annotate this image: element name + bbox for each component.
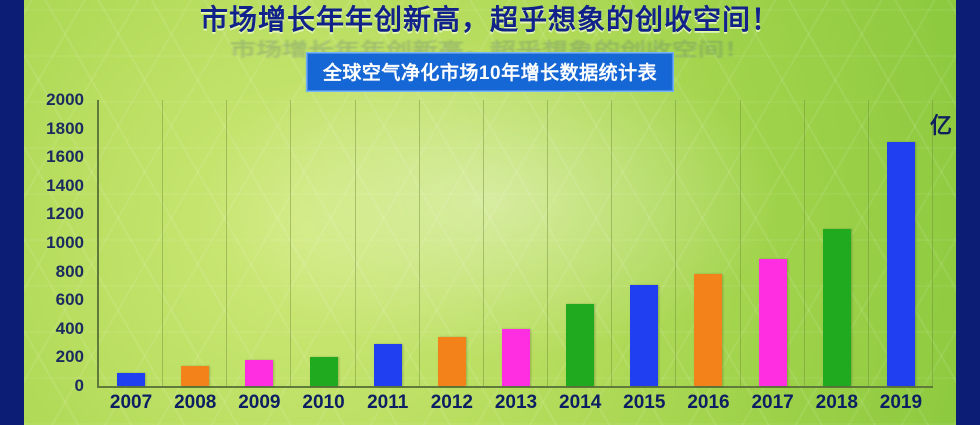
gridline-vertical xyxy=(932,100,933,386)
x-tick-label: 2018 xyxy=(815,392,858,413)
bar-2019 xyxy=(886,142,915,386)
y-axis-tick-labels: 2000 1800 1600 1400 1200 1000 800 600 400 200 0 xyxy=(0,90,92,395)
right-frame-bar xyxy=(956,0,980,425)
bar-2012 xyxy=(437,336,466,386)
bar-2010 xyxy=(309,356,338,386)
bar-2011 xyxy=(373,343,402,386)
bar-series xyxy=(99,100,933,386)
gridline-vertical xyxy=(354,100,356,386)
bar-column xyxy=(548,303,612,386)
x-tick-label: 2010 xyxy=(302,392,345,413)
x-tick-label: 2015 xyxy=(623,392,666,413)
bar-column xyxy=(741,258,805,386)
y-tick-label: 1800 xyxy=(46,118,84,138)
y-tick-label: 1200 xyxy=(46,204,84,224)
gridline-vertical xyxy=(418,100,420,386)
y-axis-unit-label: 亿 xyxy=(929,113,952,138)
x-tick-label: 2009 xyxy=(238,392,281,413)
y-tick-label: 200 xyxy=(55,347,84,367)
headline: 市场增长年年创新高，超乎想象的创收空间！ xyxy=(199,4,780,35)
bar-column xyxy=(291,356,355,386)
bar-2016 xyxy=(694,274,723,386)
gridline-vertical xyxy=(290,100,292,386)
gridline-vertical xyxy=(226,100,228,386)
y-tick-label: 800 xyxy=(55,261,84,281)
y-tick-label: 1000 xyxy=(46,233,84,252)
bar-2008 xyxy=(181,365,210,386)
bar-column xyxy=(805,228,869,386)
bar-2013 xyxy=(501,328,530,386)
bar-column xyxy=(484,328,548,386)
gridline-vertical xyxy=(803,100,805,386)
x-tick-label: 2008 xyxy=(174,392,217,413)
x-tick-label: 2019 xyxy=(879,392,923,413)
bar-2009 xyxy=(245,359,274,386)
gridline-vertical xyxy=(162,100,164,386)
y-tick-label: 600 xyxy=(55,290,84,310)
gridline-vertical xyxy=(611,100,613,386)
gridline-vertical xyxy=(482,100,484,386)
bar-column xyxy=(869,142,933,386)
y-tick-label: 1400 xyxy=(46,175,84,195)
x-tick-label: 2013 xyxy=(494,392,538,413)
plot-area xyxy=(97,100,933,388)
gridline-vertical xyxy=(675,100,677,386)
y-tick-label: 0 xyxy=(74,376,84,395)
x-tick-label: 2016 xyxy=(687,392,730,413)
gridline-vertical xyxy=(867,100,869,386)
x-tick-label: 2007 xyxy=(109,392,153,413)
x-tick-label: 2012 xyxy=(430,392,473,413)
x-tick-label: 2011 xyxy=(367,392,409,413)
x-tick-label: 2014 xyxy=(559,392,602,413)
bar-column xyxy=(676,274,740,386)
bar-2017 xyxy=(758,258,787,386)
bar-2015 xyxy=(630,285,659,386)
subtitle-ribbon: 全球空气净化市场10年增长数据统计表 xyxy=(305,52,675,92)
bar-column xyxy=(227,359,291,386)
bar-2007 xyxy=(117,373,146,386)
bar-column xyxy=(99,373,163,386)
bar-column xyxy=(356,343,420,386)
gridline-vertical xyxy=(739,100,741,386)
y-tick-label: 2000 xyxy=(46,90,84,109)
y-tick-label: 1600 xyxy=(46,147,84,167)
bar-column xyxy=(612,285,676,386)
bar-2014 xyxy=(566,303,595,386)
gridline-vertical xyxy=(547,100,549,386)
left-frame-bar xyxy=(0,0,24,425)
bar-column xyxy=(420,336,484,386)
x-tick-label: 2017 xyxy=(751,392,794,413)
x-axis-tick-labels: 2007 2008 2009 2010 2011 2012 2013 2014 2015 2016… xyxy=(99,392,933,422)
bar-2018 xyxy=(822,228,851,386)
y-tick-label: 400 xyxy=(55,318,84,338)
bar-column xyxy=(163,365,227,386)
